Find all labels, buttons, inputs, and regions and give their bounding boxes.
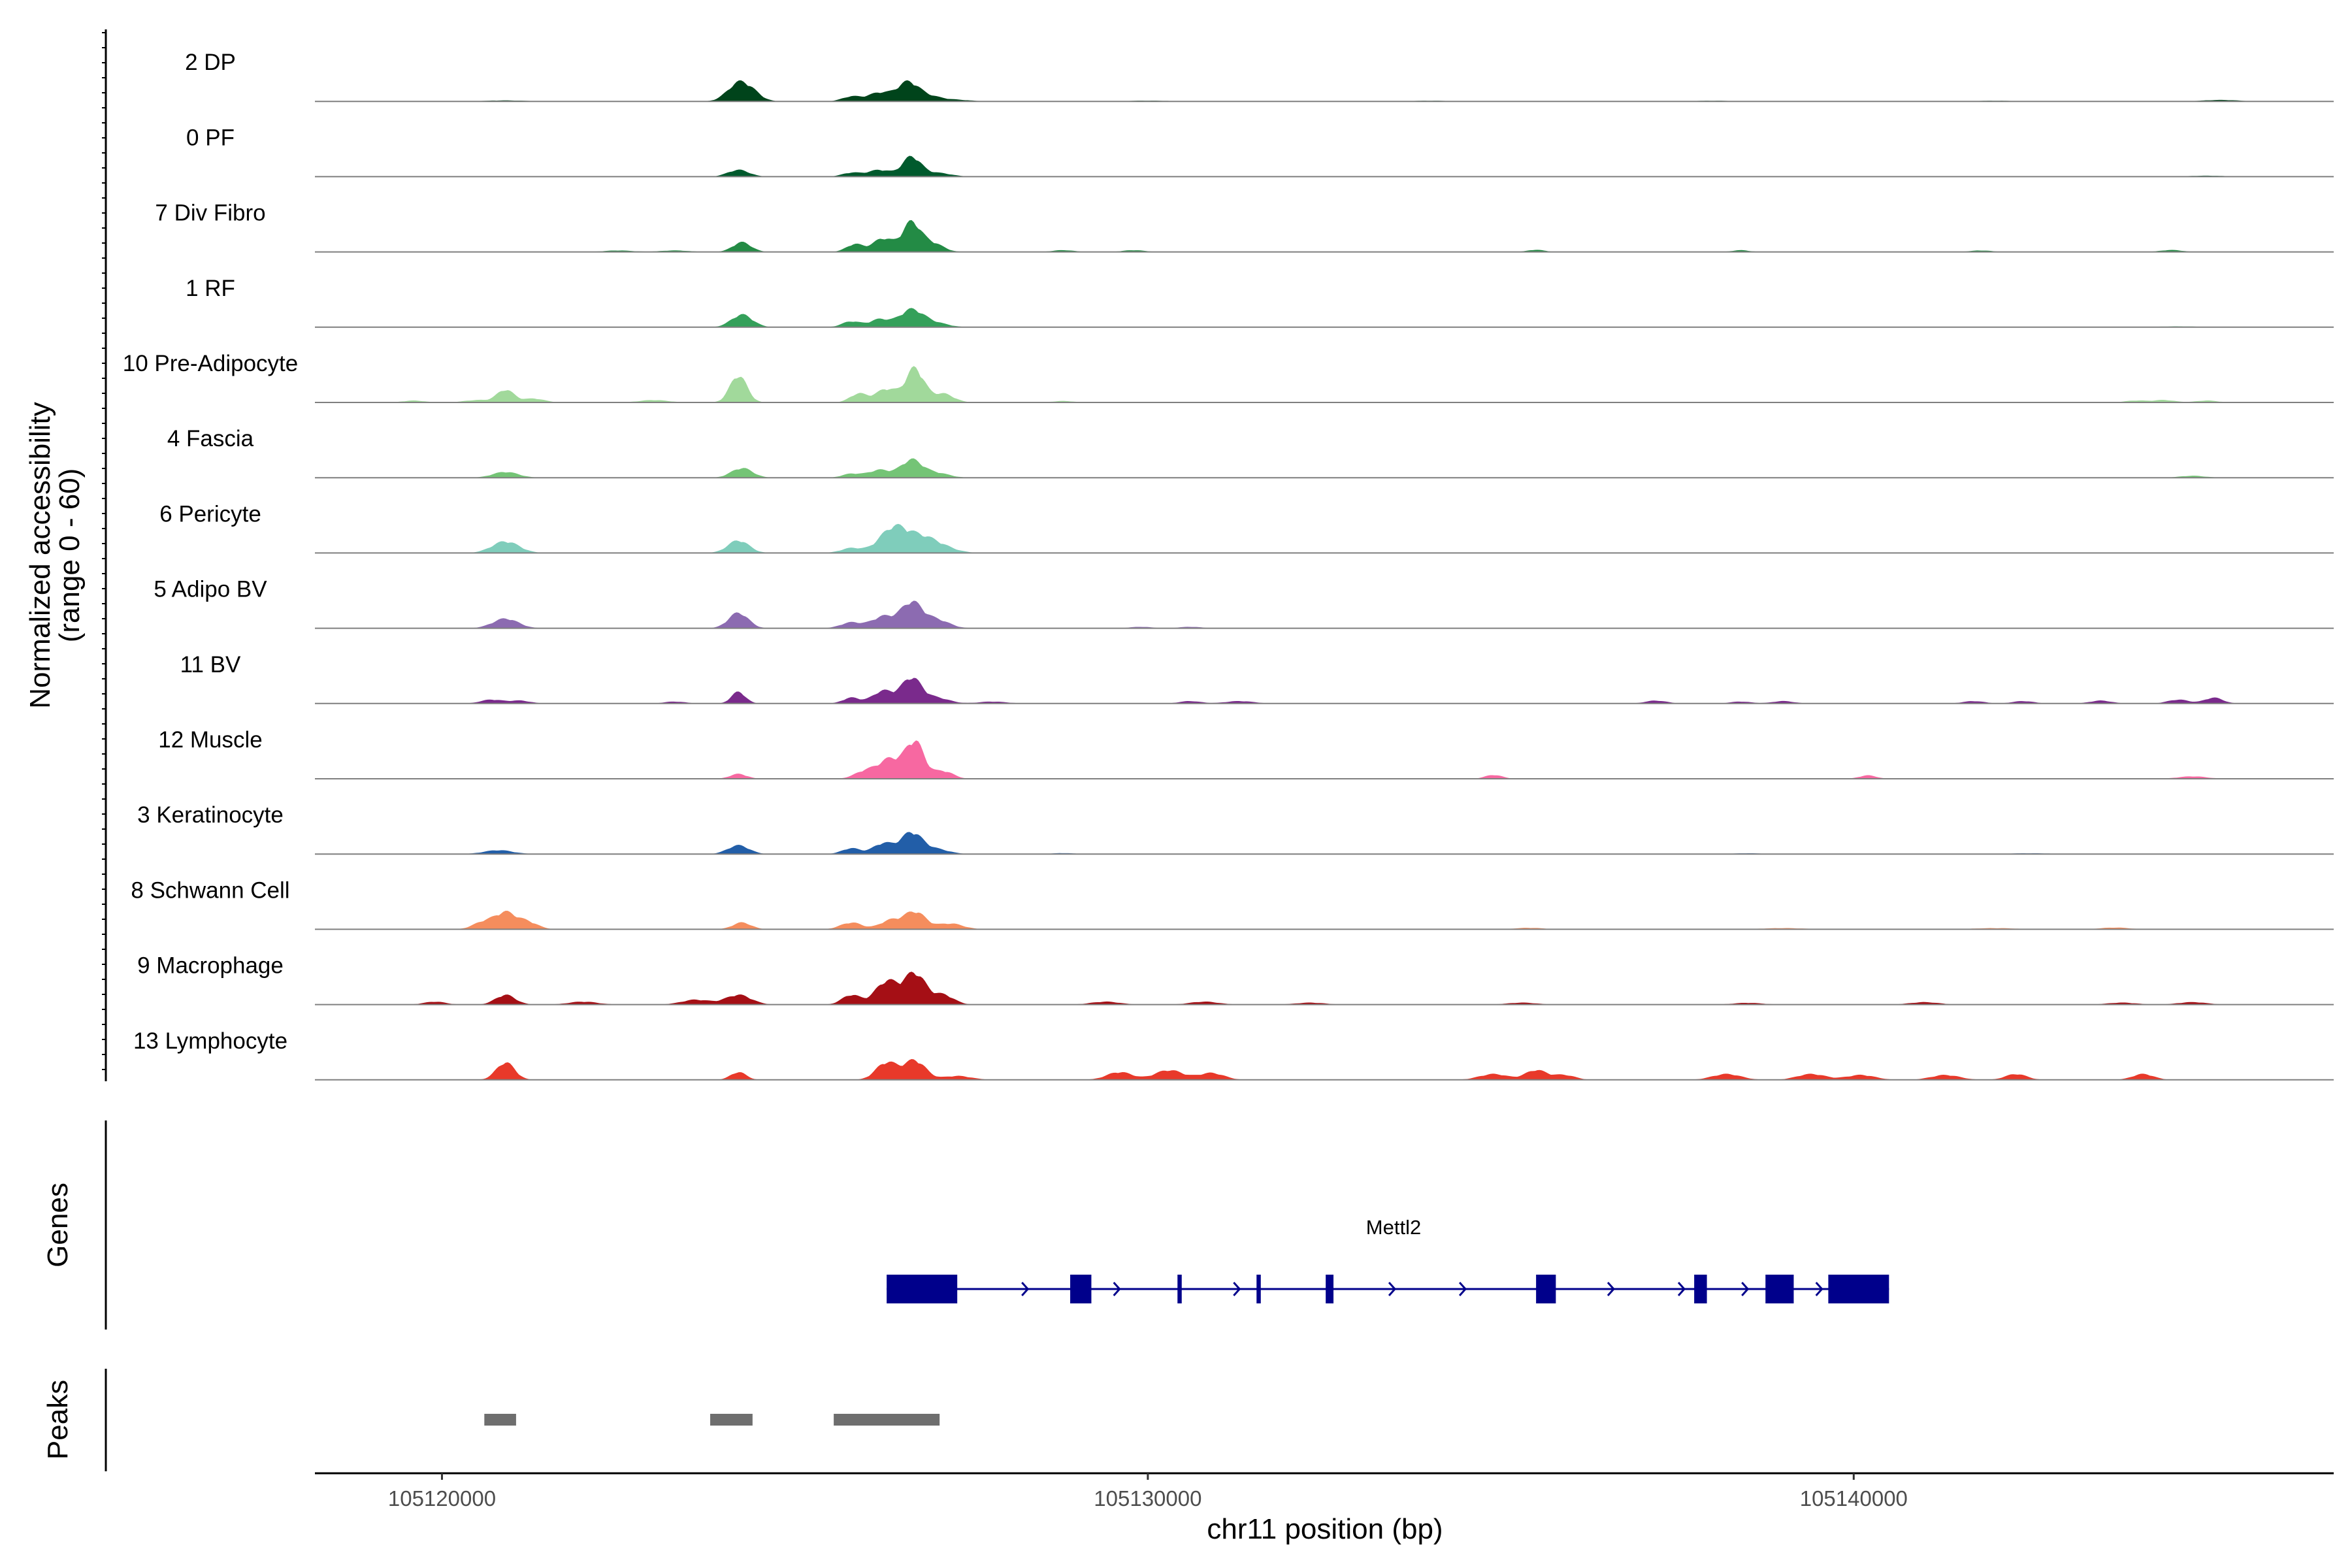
coverage-area xyxy=(315,80,2334,102)
coverage-area xyxy=(315,523,2334,553)
coverage-area xyxy=(315,600,2334,629)
y-axis-subtitle: (range 0 - 60) xyxy=(54,468,86,643)
track-label: 1 RF xyxy=(186,276,235,301)
track-label: 11 BV xyxy=(180,652,241,678)
gene-model xyxy=(887,1275,1889,1303)
coverage-area xyxy=(315,1059,2334,1080)
track-label: 7 Div Fibro xyxy=(155,201,265,226)
accessibility-tracks: 2 DP 0 PF 7 Div Fibro 1 RF 10 Pre-Adipocyte 4… xyxy=(123,50,2334,1081)
x-tick-label: 105140000 xyxy=(1800,1486,1908,1511)
gene-strand-arrow xyxy=(1815,1281,1823,1297)
gene-strand-arrow xyxy=(1388,1281,1397,1297)
gene-strand-arrow xyxy=(1741,1281,1750,1297)
track-label: 0 PF xyxy=(186,125,235,150)
track-label: 6 Pericyte xyxy=(159,501,261,527)
x-axis: 105120000 105130000 105140000 chr11 positi… xyxy=(315,1472,2334,1545)
track-label: 12 Muscle xyxy=(158,727,263,753)
genes-panel: Genes Mettl2 xyxy=(42,1120,1889,1330)
peak-bar xyxy=(710,1414,753,1426)
peak-bars xyxy=(484,1414,940,1426)
track: 13 Lymphocyte xyxy=(133,1028,2334,1081)
track: 2 DP xyxy=(185,50,2334,103)
coverage-area xyxy=(315,910,2334,930)
track: 6 Pericyte xyxy=(159,501,2334,554)
track: 7 Div Fibro xyxy=(155,201,2334,253)
x-tick-label: 105130000 xyxy=(1094,1486,1201,1511)
gene-exon xyxy=(1694,1275,1707,1303)
track: 4 Fascia xyxy=(167,426,2334,479)
track-label: 2 DP xyxy=(185,50,236,75)
y-axis-minor-ticks xyxy=(102,32,106,1070)
coverage-area xyxy=(315,832,2334,855)
peaks-track-label: Peaks xyxy=(42,1380,74,1460)
genes-track-label: Genes xyxy=(42,1183,74,1267)
peak-bar xyxy=(834,1414,940,1426)
track-label: 10 Pre-Adipocyte xyxy=(123,351,298,376)
track-label: 3 Keratinocyte xyxy=(137,802,284,828)
track: 1 RF xyxy=(186,276,2334,328)
track-label: 8 Schwann Cell xyxy=(131,877,289,903)
x-tick-label: 105120000 xyxy=(388,1486,496,1511)
coverage-area xyxy=(315,220,2334,252)
coverage-area xyxy=(315,308,2334,327)
gene-strand-arrow xyxy=(1677,1281,1686,1297)
track-label: 5 Adipo BV xyxy=(154,577,267,602)
peak-bar xyxy=(484,1414,516,1426)
coverage-area xyxy=(315,972,2334,1005)
coverage-area xyxy=(315,155,2334,177)
track-label: 13 Lymphocyte xyxy=(133,1028,287,1054)
gene-strand-arrow xyxy=(1113,1281,1121,1297)
gene-exon xyxy=(1828,1275,1889,1303)
x-axis-title: chr11 position (bp) xyxy=(1207,1513,1443,1545)
gene-exon xyxy=(1177,1275,1182,1303)
x-axis-ticks: 105120000 105130000 105140000 xyxy=(388,1473,1908,1511)
gene-strand-arrow xyxy=(1607,1281,1615,1297)
y-axis: Normalized accessibility (range 0 - 60) xyxy=(24,29,107,1081)
track-label: 4 Fascia xyxy=(167,426,254,451)
gene-strand-arrow xyxy=(1021,1281,1030,1297)
gene-exon xyxy=(1536,1275,1556,1303)
gene-strand-arrow xyxy=(1233,1281,1241,1297)
peaks-panel: Peaks xyxy=(42,1369,940,1471)
gene-strand-arrow xyxy=(1458,1281,1467,1297)
y-axis-title: Normalized accessibility xyxy=(24,402,56,708)
track-label: 9 Macrophage xyxy=(137,953,284,979)
coverage-area xyxy=(315,366,2334,402)
track: 11 BV xyxy=(180,652,2334,704)
coverage-area xyxy=(315,678,2334,704)
gene-exon xyxy=(1326,1275,1334,1303)
gene-name-label: Mettl2 xyxy=(1366,1216,1421,1239)
track: 9 Macrophage xyxy=(137,953,2334,1005)
track: 8 Schwann Cell xyxy=(131,877,2334,930)
track: 0 PF xyxy=(186,125,2334,178)
gene-exon xyxy=(1256,1275,1261,1303)
track: 12 Muscle xyxy=(158,727,2334,779)
gene-exon xyxy=(887,1275,958,1303)
gene-exon xyxy=(1765,1275,1794,1303)
coverage-area xyxy=(315,740,2334,779)
track: 5 Adipo BV xyxy=(154,577,2334,629)
track: 10 Pre-Adipocyte xyxy=(123,351,2334,403)
gene-exon xyxy=(1070,1275,1092,1303)
track: 3 Keratinocyte xyxy=(137,802,2334,855)
coverage-area xyxy=(315,458,2334,478)
